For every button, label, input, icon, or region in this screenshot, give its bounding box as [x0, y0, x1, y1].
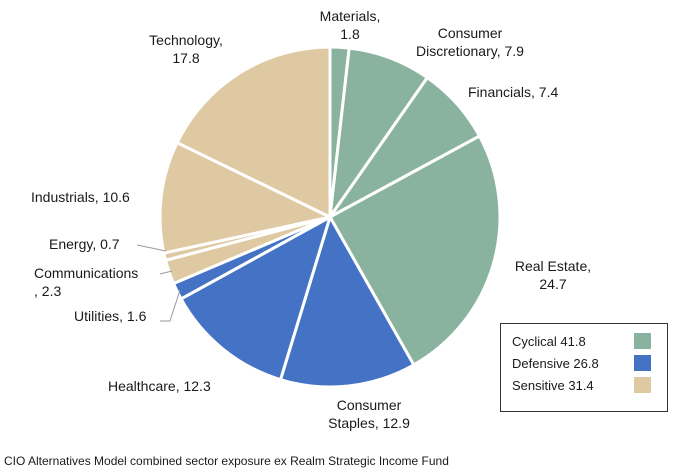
slice-label-line: Materials, [320, 8, 381, 24]
slice-label-consumer-discretionary: Consumer Discretionary, 7.9 [416, 25, 524, 59]
pie-slice-healthcare [179, 215, 332, 382]
slice-label-line: Consumer [438, 25, 503, 41]
slice-label-technology: Technology, 17.8 [149, 32, 223, 66]
slice-label-materials: Materials, 1.8 [320, 8, 381, 42]
slice-label-industrials: Industrials, 10.6 [31, 189, 130, 205]
pie-slice-technology [175, 45, 332, 219]
slice-label-line: 17.8 [172, 50, 199, 66]
pie-slices [158, 45, 502, 389]
legend: Cyclical 41.8 Defensive 26.8 Sensitive 31.… [500, 323, 668, 412]
slice-label-line: Industrials, 10.6 [31, 189, 130, 205]
slice-label-real-estate: Real Estate, 24.7 [515, 258, 591, 292]
slice-label-line: Financials, 7.4 [468, 84, 558, 100]
slice-label-line: Technology, [149, 32, 223, 48]
slice-label-line: Communications [34, 265, 138, 281]
slice-label-line: Utilities, 1.6 [74, 308, 147, 324]
pie-slice-industrials [158, 141, 332, 255]
slice-label-line: , 2.3 [34, 283, 61, 299]
legend-label-sensitive: Sensitive 31.4 [512, 378, 594, 393]
legend-label-cyclical: Cyclical 41.8 [512, 334, 586, 349]
slice-label-financials: Financials, 7.4 [468, 84, 558, 100]
leader-line-energy [136, 244, 167, 252]
slice-label-consumer-staples: Consumer Staples, 12.9 [328, 397, 410, 431]
slice-label-line: 1.8 [340, 26, 360, 42]
slice-label-communications: Communications , 2.3 [34, 265, 138, 299]
slice-label-line: 24.7 [539, 276, 566, 292]
slice-label-line: Healthcare, 12.3 [108, 378, 211, 394]
slice-label-line: Discretionary, 7.9 [416, 43, 524, 59]
slice-label-line: Real Estate, [515, 258, 591, 274]
leader-lines [136, 244, 181, 322]
legend-swatch-cyclical [634, 333, 651, 349]
chart-caption: CIO Alternatives Model combined sector e… [4, 454, 449, 468]
slice-label-line: Consumer [337, 397, 402, 413]
legend-swatch-defensive [634, 355, 651, 371]
legend-label-defensive: Defensive 26.8 [512, 356, 599, 371]
slice-label-line: Staples, 12.9 [328, 415, 410, 431]
leader-line-utilities [160, 289, 181, 322]
legend-swatch-sensitive [634, 377, 651, 393]
slice-label-line: Energy, 0.7 [49, 236, 120, 252]
slice-label-energy: Energy, 0.7 [49, 236, 120, 252]
pie-slice-consumer-staples [279, 215, 416, 389]
slice-label-healthcare: Healthcare, 12.3 [108, 378, 211, 394]
slice-labels: Materials, 1.8 Consumer Discretionary, 7.9 F… [31, 8, 591, 431]
slice-label-utilities: Utilities, 1.6 [74, 308, 147, 324]
leader-line-communications [159, 270, 173, 275]
pie-slice-real-estate [328, 134, 502, 367]
